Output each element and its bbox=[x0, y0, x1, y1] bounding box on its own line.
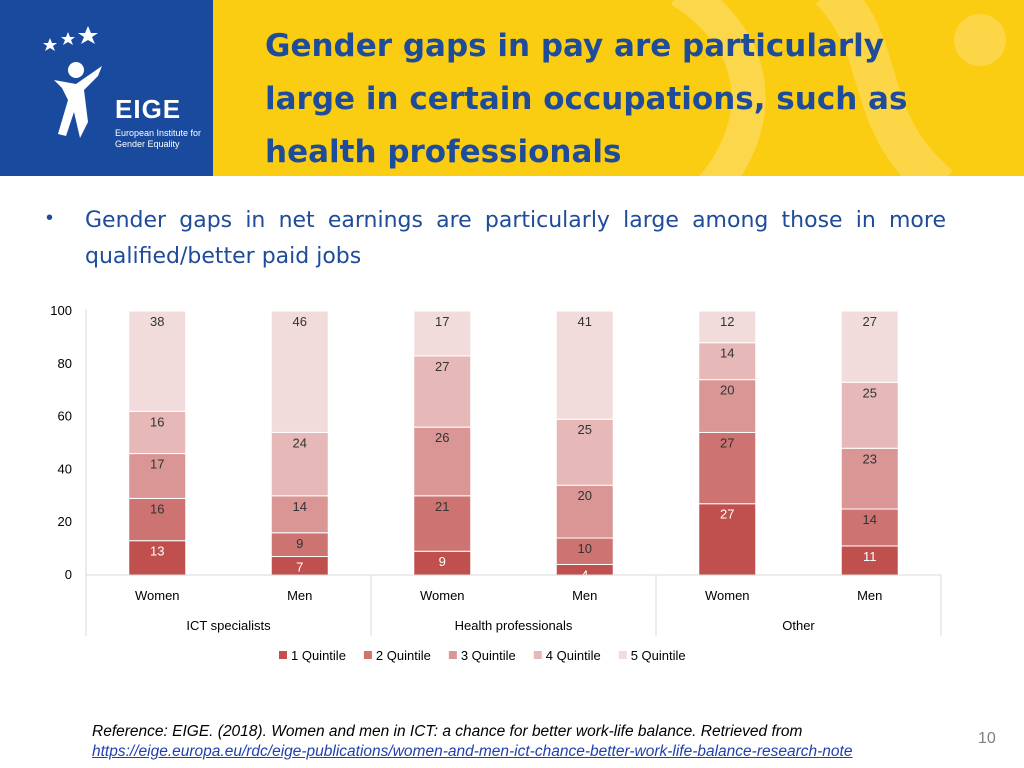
data-label: 20 bbox=[578, 488, 592, 503]
x-group-label: Other bbox=[782, 618, 815, 633]
eige-logo-panel: EIGE European Institute for Gender Equal… bbox=[0, 0, 213, 176]
bar-segment bbox=[128, 497, 187, 542]
bar-segment bbox=[270, 310, 329, 433]
x-category-label: Women bbox=[135, 588, 180, 603]
bar-segment bbox=[555, 310, 614, 420]
data-label: 14 bbox=[863, 512, 877, 527]
bar-segment bbox=[128, 410, 187, 455]
bar-segment bbox=[840, 447, 899, 510]
data-label: 23 bbox=[863, 451, 877, 466]
reference-link[interactable]: https://eige.europa.eu/rdc/eige-publicat… bbox=[92, 743, 853, 760]
data-label: 17 bbox=[435, 314, 449, 329]
reference-note: Reference: EIGE. (2018). Women and men i… bbox=[92, 722, 952, 762]
reference-text: Reference: EIGE. (2018). Women and men i… bbox=[92, 723, 803, 740]
bar-segment bbox=[698, 431, 757, 505]
legend-swatch bbox=[363, 651, 372, 659]
decorative-shapes bbox=[670, 0, 1006, 176]
data-label: 24 bbox=[293, 435, 307, 450]
y-tick-label: 80 bbox=[58, 356, 72, 371]
x-category-label: Women bbox=[705, 588, 750, 603]
bullet-icon: • bbox=[46, 207, 54, 229]
data-label: 25 bbox=[578, 422, 592, 437]
bar-segment bbox=[128, 453, 187, 499]
y-tick-label: 20 bbox=[58, 514, 72, 529]
bar-segment bbox=[555, 484, 614, 539]
bar-segment bbox=[698, 342, 757, 381]
bar-segment bbox=[698, 379, 757, 433]
legend-label: 5 Quintile bbox=[631, 648, 686, 663]
data-label: 14 bbox=[720, 346, 734, 361]
legend-swatch bbox=[279, 651, 287, 659]
legend-swatch bbox=[533, 651, 542, 659]
data-label: 27 bbox=[863, 314, 877, 329]
legend-label: 4 Quintile bbox=[546, 648, 601, 663]
data-label: 16 bbox=[150, 501, 164, 516]
data-label: 20 bbox=[720, 383, 734, 398]
x-category-label: Men bbox=[857, 588, 882, 603]
bar-segment bbox=[840, 508, 899, 547]
bar-segment bbox=[270, 495, 329, 534]
data-label: 27 bbox=[435, 359, 449, 374]
bar-segment bbox=[413, 426, 472, 497]
data-label: 10 bbox=[578, 541, 592, 556]
legend-swatch bbox=[618, 651, 627, 659]
page-number: 10 bbox=[978, 730, 996, 747]
data-label: 9 bbox=[439, 554, 446, 569]
data-label: 27 bbox=[720, 435, 734, 450]
legend-label: 1 Quintile bbox=[291, 648, 346, 663]
data-label: 25 bbox=[863, 385, 877, 400]
eige-logo-icon bbox=[43, 26, 102, 138]
bar-segment bbox=[270, 431, 329, 497]
x-category-label: Men bbox=[287, 588, 312, 603]
bar-segment bbox=[555, 418, 614, 486]
eige-logo-text: EIGE bbox=[115, 94, 182, 124]
bar-segment bbox=[128, 540, 187, 576]
bar-segment bbox=[698, 310, 757, 344]
data-label: 41 bbox=[578, 314, 592, 329]
data-label: 7 bbox=[296, 560, 303, 575]
data-label: 14 bbox=[293, 499, 307, 514]
x-group-label: ICT specialists bbox=[186, 618, 271, 633]
legend-swatch bbox=[448, 651, 457, 659]
x-group-label: Health professionals bbox=[455, 618, 573, 633]
bar-segment bbox=[413, 310, 472, 357]
data-label: 38 bbox=[150, 314, 164, 329]
data-label: 13 bbox=[150, 544, 164, 559]
data-label: 17 bbox=[150, 457, 164, 472]
bar-segment bbox=[840, 381, 899, 449]
slide-title: Gender gaps in pay are particularly larg… bbox=[265, 28, 908, 170]
data-label: 21 bbox=[435, 499, 449, 514]
data-label: 16 bbox=[150, 414, 164, 429]
data-label: 11 bbox=[863, 549, 877, 564]
x-category-label: Men bbox=[572, 588, 597, 603]
bar-segment bbox=[840, 310, 899, 383]
bar-segment bbox=[698, 503, 757, 576]
bar-segment bbox=[128, 310, 187, 412]
bar-segment bbox=[413, 495, 472, 552]
data-label: 46 bbox=[293, 314, 307, 329]
data-label: 12 bbox=[720, 314, 734, 329]
x-category-label: Women bbox=[420, 588, 465, 603]
slide-header: EIGE European Institute for Gender Equal… bbox=[0, 0, 1024, 176]
eige-logo-subtitle: European Institute for Gender Equality bbox=[115, 128, 202, 149]
legend-label: 2 Quintile bbox=[376, 648, 431, 663]
bullet-text: Gender gaps in net earnings are particul… bbox=[85, 208, 946, 269]
data-label: 9 bbox=[296, 536, 303, 551]
data-label: 27 bbox=[720, 507, 734, 522]
y-tick-label: 60 bbox=[58, 409, 72, 424]
stacked-bar-chart: 0 20 40 60 80 100 13 16 17 16 38 Women 7 9 14 24 46 Men 9 2… bbox=[50, 303, 942, 663]
y-tick-label: 100 bbox=[50, 303, 72, 318]
y-tick-label: 0 bbox=[65, 567, 72, 582]
data-label: 26 bbox=[435, 430, 449, 445]
y-tick-label: 40 bbox=[58, 461, 72, 476]
legend-label: 3 Quintile bbox=[461, 648, 516, 663]
